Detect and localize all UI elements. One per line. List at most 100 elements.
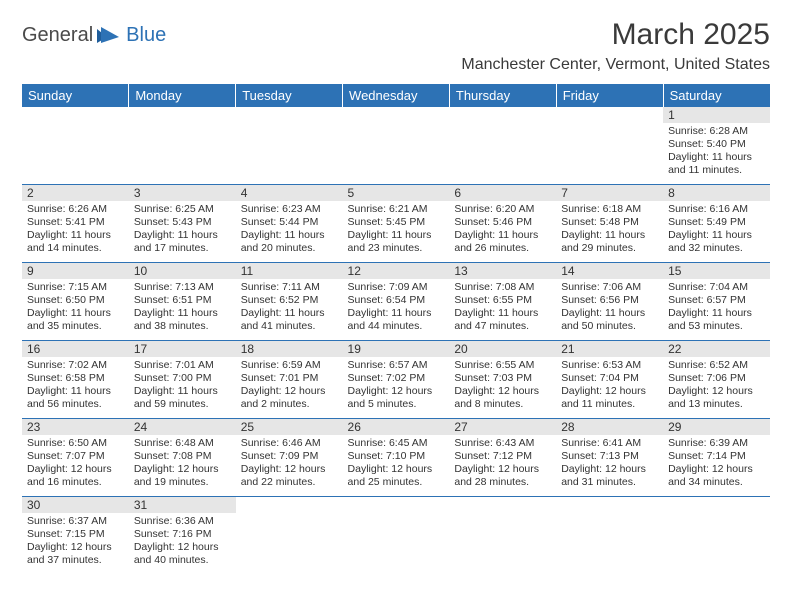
day-number: 5 (343, 185, 450, 201)
calendar-cell: 11Sunrise: 7:11 AMSunset: 6:52 PMDayligh… (236, 262, 343, 340)
day-number: 27 (449, 419, 556, 435)
day-info: Sunrise: 6:16 AMSunset: 5:49 PMDaylight:… (668, 203, 765, 256)
calendar-cell (556, 107, 663, 184)
day-info: Sunrise: 7:09 AMSunset: 6:54 PMDaylight:… (348, 281, 445, 334)
day-info: Sunrise: 6:43 AMSunset: 7:12 PMDaylight:… (454, 437, 551, 490)
day-info: Sunrise: 6:28 AMSunset: 5:40 PMDaylight:… (668, 125, 765, 178)
day-info: Sunrise: 7:06 AMSunset: 6:56 PMDaylight:… (561, 281, 658, 334)
day-info: Sunrise: 6:46 AMSunset: 7:09 PMDaylight:… (241, 437, 338, 490)
calendar-cell: 5 Sunrise: 6:21 AMSunset: 5:45 PMDaylight… (343, 184, 450, 262)
logo: General Blue (22, 24, 166, 47)
day-number: 20 (449, 341, 556, 357)
day-number: 23 (22, 419, 129, 435)
day-number: 4 (236, 185, 343, 201)
calendar-cell: 18 Sunrise: 6:59 AMSunset: 7:01 PMDayligh… (236, 340, 343, 418)
day-number: 2 (22, 185, 129, 201)
day-info: Sunrise: 6:48 AMSunset: 7:08 PMDaylight:… (134, 437, 231, 490)
day-number: 26 (343, 419, 450, 435)
day-number: 17 (129, 341, 236, 357)
calendar-cell: 4 Sunrise: 6:23 AMSunset: 5:44 PMDaylight… (236, 184, 343, 262)
calendar-cell: 23 Sunrise: 6:50 AMSunset: 7:07 PMDayligh… (22, 418, 129, 496)
day-info: Sunrise: 6:37 AMSunset: 7:15 PMDaylight:… (27, 515, 124, 568)
weekday-header: Friday (556, 84, 663, 107)
weekday-header: Tuesday (236, 84, 343, 107)
day-info: Sunrise: 6:23 AMSunset: 5:44 PMDaylight:… (241, 203, 338, 256)
calendar-cell (663, 496, 770, 574)
calendar-cell (236, 496, 343, 574)
day-number: 21 (556, 341, 663, 357)
day-info: Sunrise: 6:53 AMSunset: 7:04 PMDaylight:… (561, 359, 658, 412)
calendar-cell (343, 496, 450, 574)
calendar-cell: 14 Sunrise: 7:06 AMSunset: 6:56 PMDayligh… (556, 262, 663, 340)
day-info: Sunrise: 6:18 AMSunset: 5:48 PMDaylight:… (561, 203, 658, 256)
day-info: Sunrise: 6:20 AMSunset: 5:46 PMDaylight:… (454, 203, 551, 256)
day-number: 1 (663, 107, 770, 123)
calendar-cell: 22 Sunrise: 6:52 AMSunset: 7:06 PMDayligh… (663, 340, 770, 418)
calendar-cell: 19Sunrise: 6:57 AMSunset: 7:02 PMDayligh… (343, 340, 450, 418)
calendar-cell: 28 Sunrise: 6:41 AMSunset: 7:13 PMDayligh… (556, 418, 663, 496)
day-info: Sunrise: 6:21 AMSunset: 5:45 PMDaylight:… (348, 203, 445, 256)
day-number: 24 (129, 419, 236, 435)
calendar-cell (449, 496, 556, 574)
day-info: Sunrise: 7:11 AMSunset: 6:52 PMDaylight:… (241, 281, 338, 334)
weekday-header: Sunday (22, 84, 129, 107)
day-info: Sunrise: 6:59 AMSunset: 7:01 PMDaylight:… (241, 359, 338, 412)
calendar-cell (343, 107, 450, 184)
day-info: Sunrise: 6:50 AMSunset: 7:07 PMDaylight:… (27, 437, 124, 490)
weekday-header: Wednesday (343, 84, 450, 107)
calendar-cell: 17 Sunrise: 7:01 AMSunset: 7:00 PMDayligh… (129, 340, 236, 418)
calendar-cell: 15Sunrise: 7:04 AMSunset: 6:57 PMDayligh… (663, 262, 770, 340)
weekday-header: Saturday (663, 84, 770, 107)
day-number: 8 (663, 185, 770, 201)
day-number: 28 (556, 419, 663, 435)
day-number: 25 (236, 419, 343, 435)
day-number: 29 (663, 419, 770, 435)
calendar-cell: 12 Sunrise: 7:09 AMSunset: 6:54 PMDayligh… (343, 262, 450, 340)
calendar-cell (556, 496, 663, 574)
calendar-cell: 20Sunrise: 6:55 AMSunset: 7:03 PMDayligh… (449, 340, 556, 418)
logo-flag-icon (97, 27, 123, 45)
calendar-cell (22, 107, 129, 184)
day-number: 18 (236, 341, 343, 357)
logo-text-general: General (22, 24, 93, 47)
day-info: Sunrise: 7:13 AMSunset: 6:51 PMDaylight:… (134, 281, 231, 334)
day-info: Sunrise: 6:36 AMSunset: 7:16 PMDaylight:… (134, 515, 231, 568)
weekday-header: Monday (129, 84, 236, 107)
month-title: March 2025 (461, 18, 770, 52)
day-info: Sunrise: 7:01 AMSunset: 7:00 PMDaylight:… (134, 359, 231, 412)
day-number: 6 (449, 185, 556, 201)
calendar-body: 1 Sunrise: 6:28 AMSunset: 5:40 PMDaylight… (22, 107, 770, 574)
day-info: Sunrise: 6:45 AMSunset: 7:10 PMDaylight:… (348, 437, 445, 490)
day-info: Sunrise: 6:26 AMSunset: 5:41 PMDaylight:… (27, 203, 124, 256)
calendar-cell: 31Sunrise: 6:36 AMSunset: 7:16 PMDayligh… (129, 496, 236, 574)
calendar-head: SundayMondayTuesdayWednesdayThursdayFrid… (22, 84, 770, 107)
calendar-cell: 7Sunrise: 6:18 AMSunset: 5:48 PMDaylight… (556, 184, 663, 262)
header: General Blue March 2025 Manchester Cente… (22, 18, 770, 80)
day-number: 14 (556, 263, 663, 279)
day-number: 12 (343, 263, 450, 279)
calendar-cell: 8 Sunrise: 6:16 AMSunset: 5:49 PMDaylight… (663, 184, 770, 262)
day-number: 3 (129, 185, 236, 201)
day-info: Sunrise: 6:57 AMSunset: 7:02 PMDaylight:… (348, 359, 445, 412)
calendar-table: SundayMondayTuesdayWednesdayThursdayFrid… (22, 84, 770, 574)
day-number: 15 (663, 263, 770, 279)
calendar-cell: 16Sunrise: 7:02 AMSunset: 6:58 PMDayligh… (22, 340, 129, 418)
calendar-cell: 3Sunrise: 6:25 AMSunset: 5:43 PMDaylight… (129, 184, 236, 262)
day-number: 22 (663, 341, 770, 357)
location: Manchester Center, Vermont, United State… (461, 56, 770, 74)
day-number: 13 (449, 263, 556, 279)
calendar-cell: 30Sunrise: 6:37 AMSunset: 7:15 PMDayligh… (22, 496, 129, 574)
calendar-cell: 6 Sunrise: 6:20 AMSunset: 5:46 PMDaylight… (449, 184, 556, 262)
day-number: 9 (22, 263, 129, 279)
calendar-cell (449, 107, 556, 184)
calendar-cell: 2 Sunrise: 6:26 AMSunset: 5:41 PMDaylight… (22, 184, 129, 262)
day-number: 10 (129, 263, 236, 279)
calendar-cell: 21 Sunrise: 6:53 AMSunset: 7:04 PMDayligh… (556, 340, 663, 418)
day-info: Sunrise: 6:52 AMSunset: 7:06 PMDaylight:… (668, 359, 765, 412)
calendar-cell: 13Sunrise: 7:08 AMSunset: 6:55 PMDayligh… (449, 262, 556, 340)
day-info: Sunrise: 6:41 AMSunset: 7:13 PMDaylight:… (561, 437, 658, 490)
calendar-cell: 25 Sunrise: 6:46 AMSunset: 7:09 PMDayligh… (236, 418, 343, 496)
day-info: Sunrise: 7:15 AMSunset: 6:50 PMDaylight:… (27, 281, 124, 334)
title-block: March 2025 Manchester Center, Vermont, U… (461, 18, 770, 80)
calendar-cell: 9 Sunrise: 7:15 AMSunset: 6:50 PMDaylight… (22, 262, 129, 340)
